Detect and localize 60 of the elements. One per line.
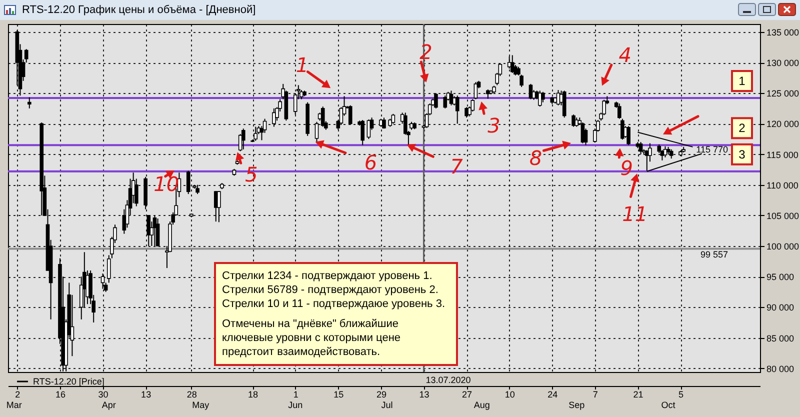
legend-label: RTS-12.20 [Price]: [33, 376, 104, 386]
chart-title: RTS-12.20 График цены и объёма - [Дневной]: [22, 4, 256, 16]
candlestick: [538, 90, 542, 108]
x2-tick-label: Oct: [661, 400, 676, 410]
annotation: 11: [622, 202, 648, 226]
x-tick-label: 18: [248, 390, 258, 400]
x-tick-label: 15: [334, 390, 344, 400]
x-tick-label: 28: [186, 390, 197, 400]
x-tick-label: 24: [548, 390, 558, 400]
y-tick-label: 80 000: [766, 364, 794, 374]
y-tick-label: 130 000: [766, 58, 800, 68]
y-tick-label: 135 000: [766, 27, 800, 38]
annotation: 3: [488, 114, 500, 138]
x2-tick-label: Jul: [381, 400, 393, 410]
annotation: Отмечены на "днёвке" ближайшие ключевые уровни с которыми цене предстоит взаимодействовать.: [222, 317, 402, 359]
y-tick-label: 90 000: [766, 302, 794, 313]
x2-tick-label: Aug: [474, 400, 490, 410]
annotation: 2: [738, 121, 746, 136]
annotation: 1: [296, 53, 309, 78]
x2-tick-label: Sep: [568, 400, 585, 410]
annotation: 115 770: [696, 144, 728, 155]
annotation: 6: [364, 150, 378, 174]
x-tick-label: 1: [293, 390, 298, 400]
x2-tick-label: Jun: [288, 400, 303, 410]
x2-tick-label: May: [192, 400, 210, 410]
x-tick-label: 5: [678, 390, 684, 400]
candlestick: [562, 90, 566, 118]
y-tick-label: 120 000: [766, 119, 800, 130]
ref-line-label: 99 557: [700, 250, 728, 260]
y-tick-label: 125 000: [766, 88, 800, 99]
ref-line-label: 13.07.2020: [426, 375, 471, 385]
x-tick-label: 29: [376, 390, 386, 400]
x2-tick-label: Mar: [6, 400, 22, 410]
candlestick: [455, 95, 460, 124]
x-tick-label: 16: [55, 390, 66, 400]
annotation: 3: [738, 147, 746, 162]
candlestick: [28, 96, 32, 109]
annotation: 4: [618, 43, 632, 68]
x-tick-label: 27: [462, 390, 472, 400]
x-tick-label: 7: [592, 390, 598, 400]
annotation: Стрелки 10 и 11 - подтверждаюе уровень 3.: [222, 297, 446, 311]
annotation: 1: [738, 74, 746, 88]
x-tick-label: 2: [15, 390, 20, 400]
x-tick-label: 21: [633, 390, 644, 400]
y-tick-label: 95 000: [766, 272, 794, 282]
annotation: 8: [529, 146, 542, 170]
y-tick-label: 85 000: [766, 333, 794, 344]
y-tick-label: 105 000: [766, 210, 800, 221]
y-tick-label: 100 000: [766, 242, 800, 252]
candlestick: [617, 103, 622, 120]
x-tick-label: 10: [504, 390, 515, 400]
x-tick-label: 13: [419, 390, 430, 400]
annotation: Стрелки 56789 - подтверждают уровень 2.: [222, 283, 440, 297]
x-tick-label: 30: [98, 390, 108, 400]
x-tick-label: 13: [141, 390, 152, 400]
y-tick-label: 110 000: [766, 180, 798, 190]
y-tick-label: 115 000: [766, 150, 798, 160]
candlestick: [241, 128, 246, 150]
annotation: Стрелки 1234 - подтверждают уровень 1.: [222, 269, 434, 283]
x2-tick-label: Apr: [102, 400, 116, 410]
